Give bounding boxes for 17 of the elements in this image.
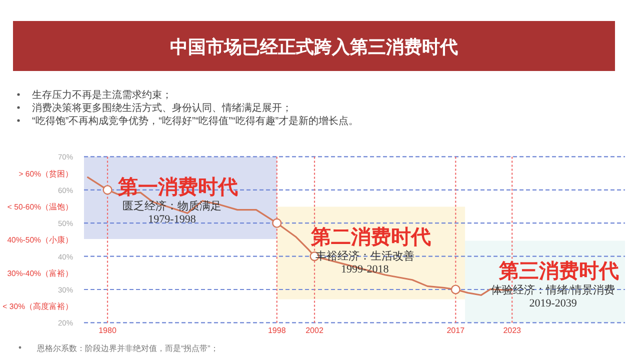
text: 恩格尔系数：阶段边界并非绝对值，而是“拐点带”； xyxy=(36,344,218,353)
annotation: 1979-1998 xyxy=(148,214,196,226)
text: 消费决策将更多围绕生活方式、身份认同、情绪满足展开； xyxy=(32,102,292,114)
text: 生存压力不再是主流需求约束； xyxy=(32,89,172,101)
point xyxy=(102,185,112,195)
annotation: 2019-2039 xyxy=(529,298,578,310)
x-tick-label: 1980 xyxy=(98,326,117,335)
x-tick-label: 1998 xyxy=(268,326,286,335)
x-tick-label: 2002 xyxy=(306,326,324,335)
point xyxy=(272,218,282,228)
text: “吃得饱”不再构成竞争优势，“吃得好”“吃得值”“吃得有趣”才是新的增长点。 xyxy=(32,115,359,127)
chart-title: 中国市场已经正式跨入第三消费时代 xyxy=(170,37,458,57)
point xyxy=(450,284,460,294)
x-tick-label: 2023 xyxy=(503,326,522,335)
band-label: 第三消费时代 xyxy=(498,260,620,283)
band-label: 第二消费时代 xyxy=(310,226,431,249)
x-tick-label: 2017 xyxy=(446,326,466,335)
